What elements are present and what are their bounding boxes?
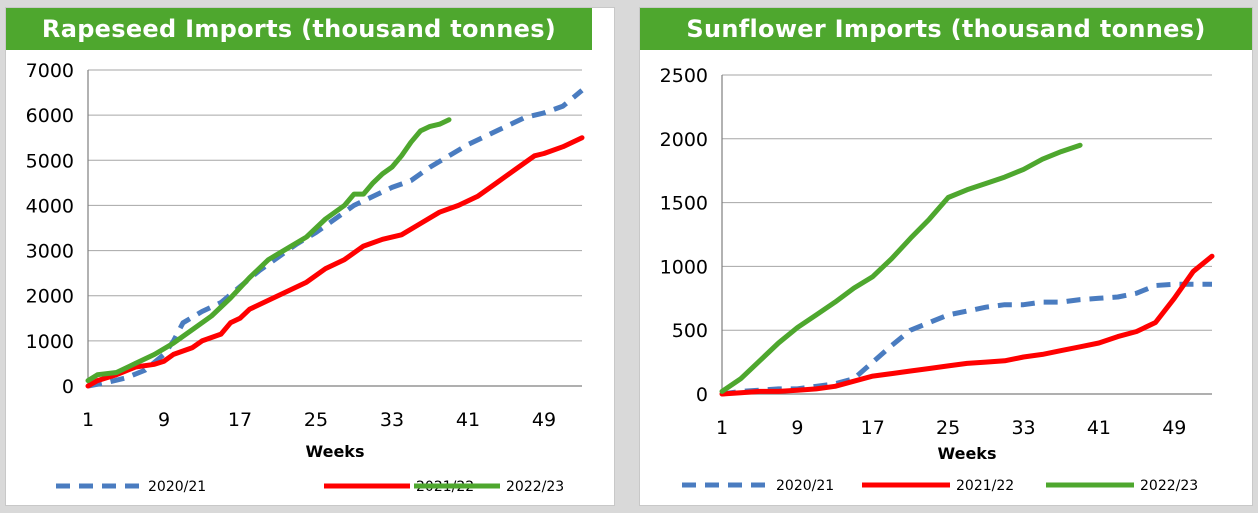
sunflower-chart: 0 500 1000 1500 2000 2500 1 9 17 25 33 41 49 Weeks 202… — [660, 65, 1215, 494]
x-tick-label: 25 — [936, 417, 960, 439]
x-tick-label: 49 — [1162, 417, 1186, 439]
series-line-2021-22 — [719, 253, 1215, 397]
rapeseed-chart: 0 1000 2000 3000 4000 5000 6000 7000 1 9 17 25 33 41 4… — [26, 60, 585, 495]
y-tick-label: 0 — [62, 376, 74, 398]
x-tick-label: 9 — [158, 409, 170, 431]
x-tick-label: 33 — [380, 409, 404, 431]
y-tick-label: 500 — [672, 320, 708, 342]
legend-label: 2021/22 — [956, 478, 1014, 494]
x-axis-title: Weeks — [938, 444, 997, 463]
x-tick-label: 1 — [82, 409, 94, 431]
x-tick-label: 9 — [791, 417, 803, 439]
x-tick-label: 41 — [456, 409, 480, 431]
y-tick-label: 6000 — [26, 105, 74, 127]
y-tick-label: 1000 — [26, 331, 74, 353]
y-tick-label: 0 — [696, 384, 708, 406]
y-tick-label: 1500 — [660, 193, 708, 215]
series-line-2020-21 — [87, 88, 584, 389]
x-tick-label: 17 — [228, 409, 252, 431]
series-line-2022-23 — [719, 142, 1083, 394]
y-tick-label: 4000 — [26, 195, 74, 217]
y-tick-label: 2000 — [660, 129, 708, 151]
series-line-2021-22 — [85, 135, 585, 389]
x-tick-label: 17 — [861, 417, 885, 439]
y-tick-label: 2000 — [26, 286, 74, 308]
y-tick-label: 2500 — [660, 65, 708, 87]
series-line-2022-23 — [85, 117, 452, 384]
y-tick-label: 5000 — [26, 150, 74, 172]
legend-label: 2022/23 — [506, 479, 564, 495]
legend-label: 2020/21 — [776, 478, 834, 494]
chart-title: Rapeseed Imports (thousand tonnes) — [6, 8, 592, 50]
y-tick-label: 3000 — [26, 241, 74, 263]
x-tick-label: 49 — [532, 409, 556, 431]
x-tick-label: 25 — [304, 409, 328, 431]
legend-label: 2022/23 — [1140, 478, 1198, 494]
y-tick-label: 1000 — [660, 256, 708, 278]
series-line-2020-21 — [721, 281, 1212, 397]
x-axis-title: Weeks — [306, 442, 365, 461]
x-tick-label: 41 — [1087, 417, 1111, 439]
x-tick-label: 1 — [716, 417, 728, 439]
y-tick-label: 7000 — [26, 60, 74, 82]
x-tick-label: 33 — [1011, 417, 1035, 439]
legend-label: 2020/21 — [148, 479, 206, 495]
rapeseed-chart-panel: Rapeseed Imports (thousand tonnes) 0 1000… — [6, 8, 614, 505]
sunflower-chart-panel: Sunflower Imports (thousand tonnes) 0 500… — [640, 8, 1252, 505]
chart-title: Sunflower Imports (thousand tonnes) — [640, 8, 1252, 50]
